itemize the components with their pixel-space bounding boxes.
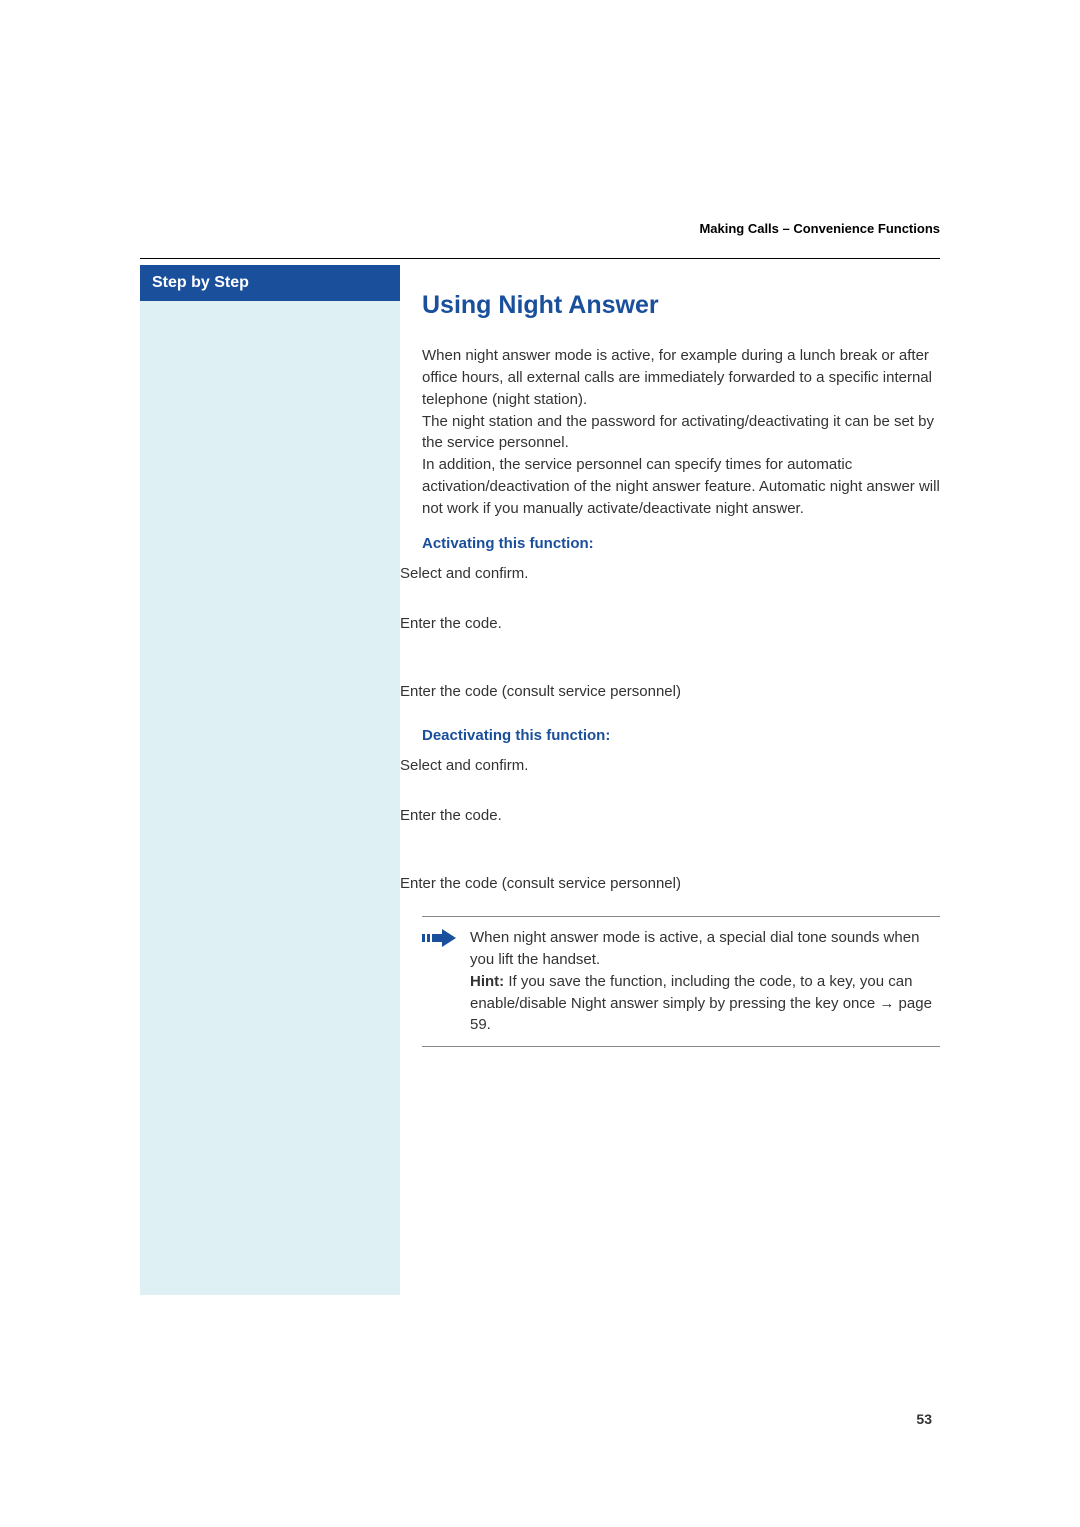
enter-code-text: Enter the code. xyxy=(400,613,940,635)
hint-label: Hint: xyxy=(470,973,504,990)
select-confirm-text: Select and confirm. xyxy=(400,563,940,585)
breadcrumb: Making Calls – Convenience Functions xyxy=(140,221,940,236)
sidebar: Step by Step xyxy=(140,265,400,1295)
note-arrow-icon xyxy=(422,927,456,1036)
select-confirm-text: Select and confirm. xyxy=(400,755,940,777)
main-content: Using Night Answer When night answer mod… xyxy=(400,265,940,1295)
page-title: Using Night Answer xyxy=(422,287,940,323)
deactivate-heading: Deactivating this function: xyxy=(422,725,940,747)
hint-line2: If you save the function, including the … xyxy=(470,973,932,1034)
page-number: 53 xyxy=(916,1411,932,1427)
enter-code-consult-text: Enter the code (consult service personne… xyxy=(400,873,940,895)
enter-code-consult-text: Enter the code (consult service personne… xyxy=(400,681,940,703)
sidebar-title: Step by Step xyxy=(140,265,400,301)
intro-paragraph: When night answer mode is active, for ex… xyxy=(422,345,940,519)
header-rule xyxy=(140,258,940,259)
hint-line1: When night answer mode is active, a spec… xyxy=(470,929,919,968)
activate-heading: Activating this function: xyxy=(422,533,940,555)
hint-note: When night answer mode is active, a spec… xyxy=(422,916,940,1047)
enter-code-text: Enter the code. xyxy=(400,805,940,827)
